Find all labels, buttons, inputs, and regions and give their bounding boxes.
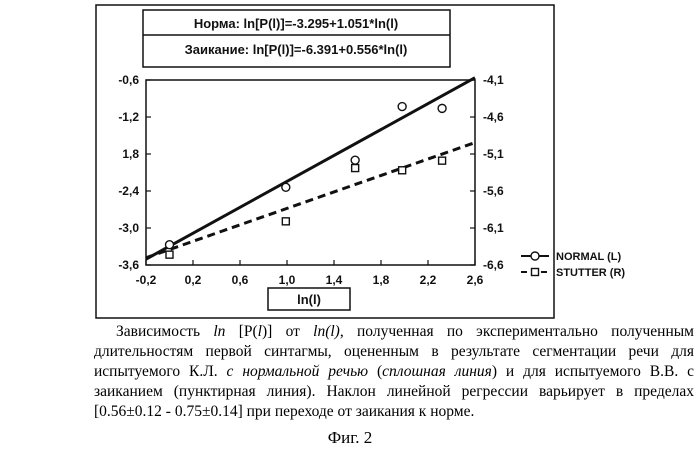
x-tick-label: 1,0: [279, 273, 296, 287]
y-left-tick-label: 1,8: [122, 147, 139, 161]
stutter-data-point: [439, 157, 446, 164]
stutter-data-point: [352, 165, 359, 172]
stutter-regression-line: [146, 143, 475, 258]
y-left-tick-label: -3,6: [118, 258, 139, 272]
regression-lines: [146, 78, 475, 259]
caption-part: ln(l): [313, 323, 340, 340]
y-left-tick-label: -0,6: [118, 73, 139, 87]
y-right-tick-label: -6,1: [483, 221, 504, 235]
caption-part: [P(: [225, 323, 257, 340]
figure-label: Фиг. 2: [0, 428, 700, 448]
x-tick-label: 1,8: [373, 273, 390, 287]
legend-label: STUTTER (R): [556, 267, 625, 279]
legend-marker-square: [532, 269, 539, 276]
caption-part: сплошная линия: [382, 363, 492, 380]
stutter-data-point: [399, 167, 406, 174]
y-left-tick-label: -1,2: [118, 110, 139, 124]
y-right-tick-label: -4,1: [483, 73, 504, 87]
caption-part: ln: [213, 323, 225, 340]
caption-part: (: [368, 363, 382, 380]
plot-area: [146, 80, 475, 265]
x-tick-label: 2,2: [420, 273, 437, 287]
x-tick-label: 2,6: [467, 273, 484, 287]
stutter-data-point: [282, 218, 289, 225]
figure-caption: Зависимость ln [P(l)] от ln(l), полученн…: [94, 322, 694, 422]
x-tick-label: 0,6: [232, 273, 249, 287]
caption-part: Зависимость: [116, 323, 213, 340]
normal-regression-line: [146, 78, 475, 259]
x-tick-label: -0,2: [136, 273, 157, 287]
equation-normal: Норма: ln[P(l)]=-3.295+1.051*ln(l): [194, 16, 398, 31]
x-tick-label: 1,4: [326, 273, 343, 287]
chart: Норма: ln[P(l)]=-3.295+1.051*ln(l) Заика…: [0, 0, 700, 320]
y-left-tick-label: -2,4: [118, 184, 139, 198]
legend-marker-circle: [531, 252, 539, 260]
y-right-tick-label: -6,6: [483, 258, 504, 272]
normal-data-point: [351, 156, 359, 164]
normal-data-point: [398, 103, 406, 111]
legend: NORMAL (L) STUTTER (R): [521, 251, 625, 279]
y-left-tick-label: -3,0: [118, 221, 139, 235]
x-tick-label: 0,2: [185, 273, 202, 287]
x-axis-label: ln(l): [297, 292, 321, 307]
normal-data-point: [438, 104, 446, 112]
equation-stutter: Заикание: ln[P(l)]=-6.391+0.556*ln(l): [185, 42, 408, 57]
stutter-data-point: [166, 251, 173, 258]
y-right-tick-label: -4,6: [483, 110, 504, 124]
caption-part: )] от: [262, 323, 313, 340]
y-right-tick-label: -5,1: [483, 147, 504, 161]
caption-part: с нормальной речью: [227, 363, 369, 380]
axis-ticks: -0,2 0,2 0,6 1,0 1,4 1,8 2,2 2,6 -0,6 -1,2 1,8 -2,4…: [118, 73, 504, 287]
normal-data-point: [166, 241, 174, 249]
y-right-tick-label: -5,6: [483, 184, 504, 198]
normal-data-point: [282, 183, 290, 191]
legend-label: NORMAL (L): [556, 251, 622, 263]
